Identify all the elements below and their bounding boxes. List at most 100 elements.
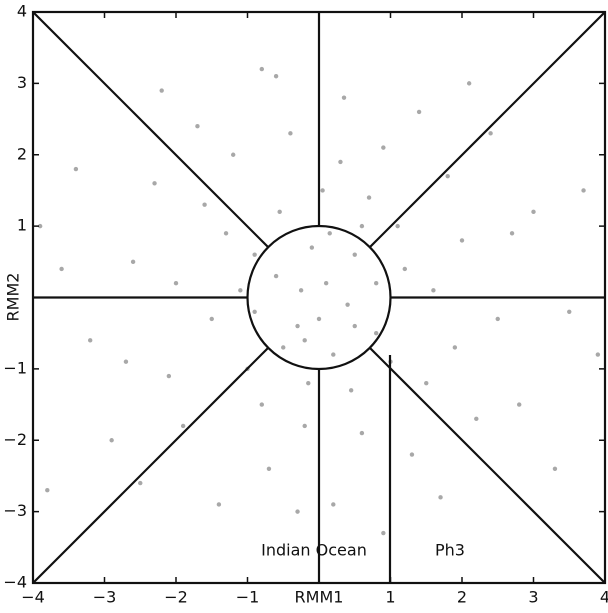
point bbox=[195, 124, 200, 129]
point bbox=[320, 188, 325, 193]
x-tick-label: 3 bbox=[528, 588, 538, 607]
point bbox=[517, 402, 522, 407]
point bbox=[359, 223, 365, 229]
x-tick-label: −3 bbox=[93, 588, 117, 607]
y-tick-label: 1 bbox=[17, 216, 27, 235]
y-tick-label: 3 bbox=[17, 73, 27, 92]
point bbox=[409, 452, 415, 457]
point bbox=[109, 438, 114, 443]
point bbox=[331, 502, 336, 507]
point bbox=[509, 231, 515, 236]
point bbox=[180, 423, 186, 429]
phase-line bbox=[32, 347, 269, 584]
point bbox=[445, 173, 450, 179]
point bbox=[209, 316, 214, 322]
point bbox=[338, 159, 343, 165]
point bbox=[159, 88, 164, 93]
phase-line bbox=[369, 347, 606, 584]
point bbox=[295, 509, 300, 514]
point bbox=[352, 323, 357, 329]
point bbox=[341, 95, 347, 100]
point bbox=[288, 131, 293, 136]
point bbox=[381, 530, 386, 536]
phase-line bbox=[32, 11, 269, 248]
point bbox=[123, 359, 129, 364]
point bbox=[595, 352, 601, 357]
point bbox=[316, 316, 322, 322]
point bbox=[323, 281, 329, 286]
point bbox=[374, 281, 379, 286]
point bbox=[138, 480, 143, 486]
x-tick-label: −2 bbox=[164, 588, 188, 607]
y-tick-label: −4 bbox=[3, 573, 27, 592]
point bbox=[252, 309, 257, 314]
point bbox=[438, 495, 443, 500]
unit-circle bbox=[246, 224, 392, 371]
x-tick-label: −4 bbox=[21, 588, 45, 607]
point bbox=[231, 152, 236, 157]
point bbox=[223, 231, 229, 236]
point bbox=[552, 466, 558, 471]
point bbox=[306, 380, 311, 386]
y-tick-label: 4 bbox=[17, 2, 27, 21]
point bbox=[273, 273, 279, 279]
x-tick-label: 1 bbox=[385, 588, 395, 607]
point bbox=[374, 330, 379, 336]
point bbox=[366, 195, 372, 200]
annotation: Ph3 bbox=[435, 541, 465, 560]
point bbox=[359, 430, 365, 436]
point bbox=[309, 245, 315, 250]
point bbox=[474, 416, 479, 422]
point bbox=[466, 81, 472, 86]
point bbox=[567, 309, 572, 314]
annotation: Indian Ocean bbox=[261, 541, 367, 560]
y-axis-label: RMM2 bbox=[4, 273, 23, 322]
point bbox=[431, 288, 436, 293]
point bbox=[259, 402, 264, 407]
y-tick-label: −2 bbox=[3, 430, 27, 449]
point bbox=[327, 231, 332, 236]
y-tick-label: 2 bbox=[17, 144, 27, 163]
point bbox=[277, 209, 282, 215]
point bbox=[331, 352, 336, 357]
point bbox=[216, 502, 222, 507]
point bbox=[73, 166, 79, 172]
point bbox=[37, 223, 43, 229]
x-tick-label: 2 bbox=[457, 588, 467, 607]
point bbox=[302, 338, 307, 343]
point bbox=[266, 466, 272, 471]
point bbox=[202, 202, 207, 207]
point bbox=[531, 209, 536, 215]
x-tick-label: 4 bbox=[600, 588, 608, 607]
point bbox=[424, 380, 429, 386]
point bbox=[581, 188, 586, 193]
point bbox=[252, 252, 257, 257]
point bbox=[395, 223, 400, 229]
point bbox=[59, 266, 64, 272]
x-axis-label: RMM1 bbox=[295, 588, 344, 607]
point bbox=[166, 373, 172, 379]
point bbox=[173, 281, 179, 286]
point bbox=[152, 181, 157, 186]
point bbox=[452, 345, 458, 350]
point bbox=[281, 345, 286, 350]
point bbox=[238, 288, 243, 293]
x-tick-label: −1 bbox=[236, 588, 260, 607]
point bbox=[302, 423, 307, 429]
point bbox=[402, 266, 407, 272]
point bbox=[495, 316, 500, 322]
point bbox=[298, 288, 304, 293]
point bbox=[348, 388, 354, 393]
point bbox=[273, 74, 279, 79]
y-tick-label: −3 bbox=[3, 501, 27, 520]
point bbox=[45, 488, 50, 493]
phase-line bbox=[369, 11, 606, 248]
point bbox=[295, 323, 300, 329]
point bbox=[352, 252, 357, 257]
point bbox=[88, 338, 93, 343]
point bbox=[130, 259, 136, 265]
y-tick-label: −1 bbox=[3, 358, 27, 377]
point bbox=[488, 131, 493, 136]
point bbox=[381, 145, 386, 150]
